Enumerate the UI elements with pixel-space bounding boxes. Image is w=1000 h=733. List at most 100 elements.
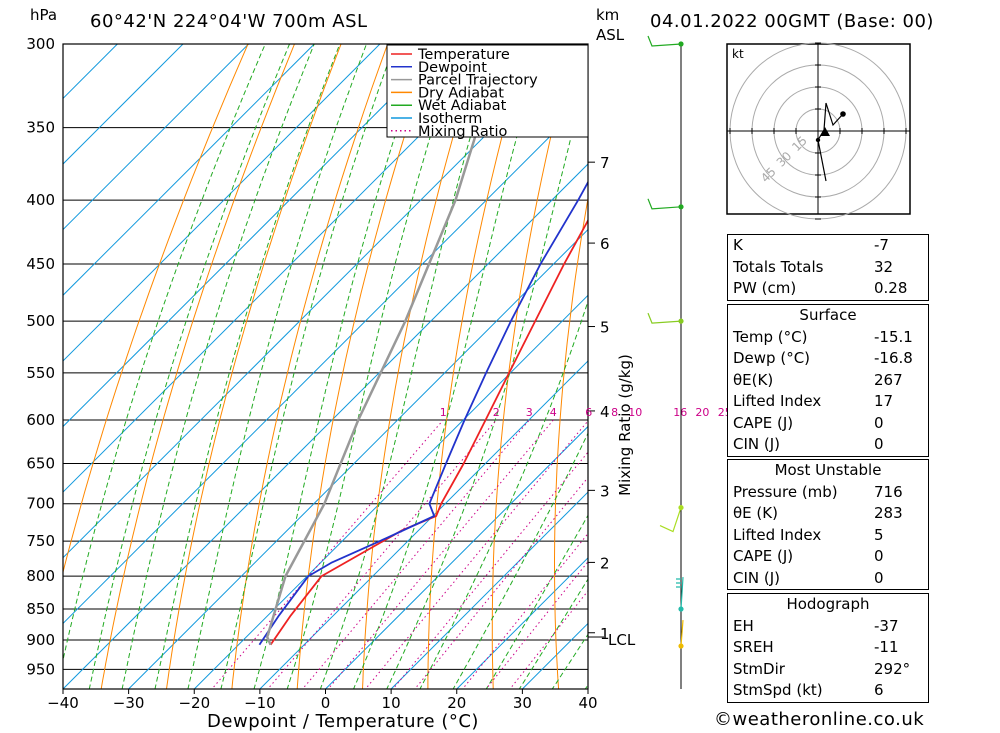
dry-adiabat-line — [63, 44, 249, 575]
skewt-plot-area — [63, 44, 713, 689]
dry-adiabat-line — [427, 44, 528, 689]
pressure-tick-label: 400 — [26, 191, 55, 209]
credit-link[interactable]: ©weatheronline.co.uk — [714, 709, 925, 730]
legend-label: Dewpoint — [418, 60, 487, 76]
isotherm-line — [63, 44, 381, 362]
wind-barb — [659, 507, 682, 533]
wind-barb-dot — [678, 204, 684, 210]
legend-label: Mixing Ratio — [418, 124, 508, 140]
height-tick-label: 1 — [600, 625, 610, 643]
dry-adiabat-line — [231, 44, 389, 689]
wind-barb — [647, 312, 682, 324]
hodograph-row: StmDir 292° — [728, 659, 928, 681]
wind-barb-dot — [678, 606, 684, 612]
dewpoint-line — [258, 180, 588, 646]
temperature-tick-label: 0 — [321, 694, 331, 712]
hodograph-table-title: Hodograph — [786, 595, 870, 613]
mixing-ratio-label: 8 — [611, 406, 618, 419]
wind-barb — [676, 576, 684, 610]
isotherm-line — [63, 163, 588, 689]
temperature-tick-label: −20 — [178, 694, 210, 712]
dry-adiabat-line — [362, 44, 482, 689]
isotherm-line — [63, 44, 315, 296]
dry-adiabat-lines — [63, 44, 713, 689]
surface-table: Surface Temp (°C) -15.1 Dewp (°C) -16.8 θE… — [727, 304, 929, 457]
surface-row: θE(K) 267 — [728, 370, 928, 392]
mixing-ratio-label: 20 — [695, 406, 709, 419]
temperature-tick-label: 20 — [447, 694, 466, 712]
profile-series — [258, 127, 588, 646]
general-indices-table: K -7 Totals Totals 32 PW (cm) 0.28 — [727, 234, 929, 301]
index-label: CIN (J) — [733, 435, 781, 453]
hodograph-point — [815, 137, 821, 143]
index-value: 716 — [874, 482, 903, 501]
legend-label: Parcel Trajectory — [418, 73, 538, 89]
wet-adiabat-line — [63, 44, 266, 663]
legend-label: Temperature — [417, 47, 510, 63]
mixing-ratio-line — [327, 419, 554, 689]
index-label: EH — [733, 616, 754, 635]
dry-adiabat-line — [673, 44, 713, 689]
index-label: θE (K) — [733, 504, 778, 522]
index-value: -7 — [874, 236, 889, 254]
hodograph-row: SREH -11 — [728, 637, 928, 659]
index-label: Pressure (mb) — [733, 482, 838, 501]
surface-table-title: Surface — [799, 306, 857, 324]
temperature-line — [269, 218, 588, 646]
parcel-trajectory-line — [265, 127, 480, 646]
most-unstable-table: Most Unstable Pressure (mb) 716 θE (K) 283… — [727, 459, 929, 590]
index-value: 17 — [874, 392, 894, 410]
pressure-tick-label: 650 — [26, 455, 55, 473]
most-unstable-row: Pressure (mb) 716 — [728, 482, 928, 504]
index-value: -16.8 — [874, 349, 913, 367]
isobar-lines — [63, 44, 588, 670]
pressure-tick-label: 800 — [26, 567, 55, 585]
isotherm-line — [390, 491, 588, 689]
index-row-k: K -7 — [728, 235, 928, 257]
pressure-unit-label: hPa — [30, 6, 57, 24]
isotherm-line — [63, 97, 588, 625]
surface-row: CAPE (J) 0 — [728, 413, 928, 435]
dry-adiabat-line — [166, 44, 342, 689]
pressure-tick-label: 300 — [26, 35, 55, 53]
wind-barb — [647, 198, 682, 210]
wet-adiabat-line — [121, 44, 315, 689]
index-label: Temp (°C) — [733, 327, 808, 346]
pressure-tick-label: 600 — [26, 411, 55, 429]
height-tick-label: 3 — [600, 482, 610, 500]
height-unit-km: km — [596, 6, 619, 24]
temperature-tick-label: −40 — [47, 694, 79, 712]
legend-label: Isotherm — [418, 111, 482, 127]
index-label: StmDir — [733, 659, 785, 678]
index-label: Totals Totals — [733, 257, 824, 276]
isotherm-line — [63, 44, 249, 231]
wet-adiabat-line — [154, 44, 341, 689]
most-unstable-row: θE (K) 283 — [728, 503, 928, 525]
mixing-ratio-label: 6 — [585, 406, 592, 419]
index-label: Lifted Index — [733, 525, 822, 544]
temperature-tick-label: −10 — [244, 694, 276, 712]
dry-adiabat-line — [100, 44, 295, 689]
most-unstable-row: CAPE (J) 0 — [728, 546, 928, 568]
wet-adiabat-line — [253, 44, 426, 689]
wet-adiabat-line — [286, 44, 460, 689]
pressure-tick-label: 350 — [26, 119, 55, 137]
index-label: K — [733, 236, 743, 254]
hodograph-unit: kt — [732, 47, 744, 61]
height-tick-label: 6 — [600, 235, 610, 253]
surface-row: Temp (°C) -15.1 — [728, 327, 928, 349]
hodograph-row: StmSpd (kt) 6 — [728, 680, 928, 702]
height-unit-asl: ASL — [596, 26, 625, 44]
temperature-axis: −40 −30 −20 −10 0 10 20 30 40 — [47, 689, 598, 712]
mixing-ratio-label: 10 — [628, 406, 642, 419]
dry-adiabat-line — [296, 44, 435, 689]
x-axis-label: Dewpoint / Temperature (°C) — [207, 711, 479, 732]
pressure-axis: 300 350 400 450 500 550 600 650 700 750 800 850 900 9… — [26, 35, 55, 678]
temperature-tick-label: 40 — [578, 694, 597, 712]
wind-barbs — [647, 35, 684, 649]
surface-row: Dewp (°C) -16.8 — [728, 348, 928, 370]
mixing-ratio-label: 2 — [493, 406, 500, 419]
mixing-ratio-line — [392, 451, 588, 689]
